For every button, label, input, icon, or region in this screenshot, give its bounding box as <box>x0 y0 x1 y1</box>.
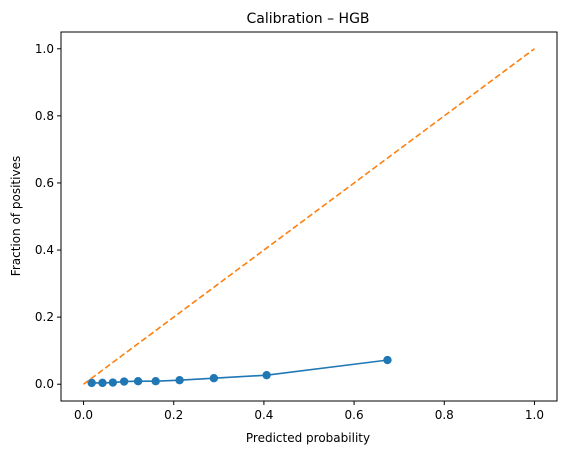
calibration-point <box>383 355 392 365</box>
plot-frame <box>60 31 558 402</box>
x-tick-label: 0.0 <box>74 408 93 422</box>
calibration-point <box>175 376 184 385</box>
y-axis-label: Fraction of positives <box>9 156 23 276</box>
y-tick-label: 0.0 <box>35 377 54 391</box>
y-axis-ticks: 0.0 0.2 0.4 0.6 0.8 1.0 <box>35 42 61 391</box>
calibration-point <box>108 378 118 387</box>
calibration-point <box>98 378 107 388</box>
calibration-point <box>209 373 219 383</box>
calibration-point <box>87 378 96 388</box>
y-tick-label: 0.6 <box>35 176 54 190</box>
chart-title: Calibration – HGB <box>246 11 369 27</box>
calibration-point <box>133 377 143 386</box>
calibration-curve <box>91 359 388 384</box>
y-tick-label: 0.8 <box>35 109 54 123</box>
calibration-point <box>262 370 271 380</box>
x-tick-label: 1.0 <box>525 408 544 422</box>
x-tick-label: 0.6 <box>345 408 364 422</box>
calibration-point <box>151 377 160 386</box>
x-tick-label: 0.8 <box>435 408 454 422</box>
x-tick-label: 0.4 <box>254 408 273 422</box>
reference-line <box>83 48 535 385</box>
series-layer <box>83 48 535 388</box>
y-tick-label: 1.0 <box>35 42 54 56</box>
x-tick-label: 0.2 <box>164 408 183 422</box>
y-tick-label: 0.2 <box>35 310 54 324</box>
x-axis-label: Predicted probability <box>246 431 370 445</box>
calibration-point <box>119 377 129 386</box>
y-tick-label: 0.4 <box>35 243 54 257</box>
x-axis-ticks: 0.0 0.2 0.4 0.6 0.8 1.0 <box>74 401 544 422</box>
